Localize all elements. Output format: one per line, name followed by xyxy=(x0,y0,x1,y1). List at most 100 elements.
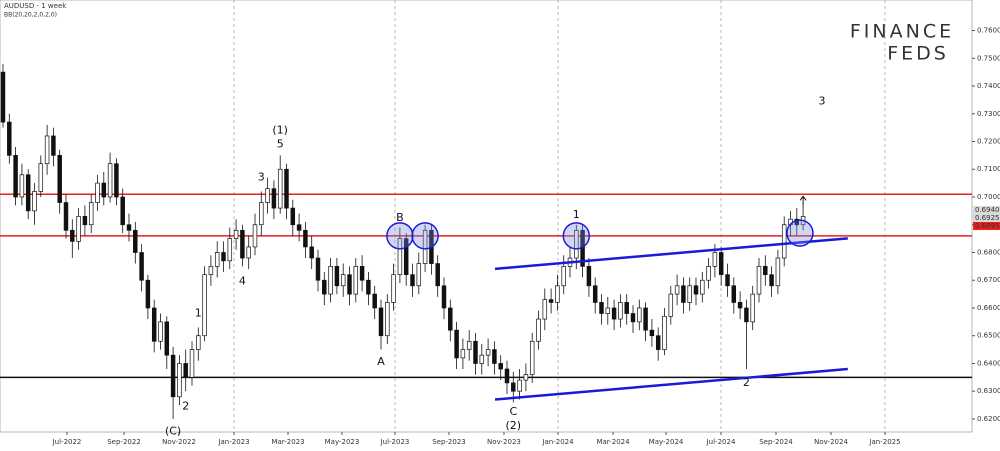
candle-body xyxy=(70,229,75,242)
wave-label: 4 xyxy=(239,275,246,288)
wave-label: 5 xyxy=(277,137,284,150)
candle-body xyxy=(170,354,176,398)
x-tick-label: Sep-2022 xyxy=(107,438,141,446)
candle-body xyxy=(655,335,661,350)
wave-label: 1 xyxy=(195,307,202,320)
target-arrow xyxy=(799,195,807,206)
wave-label: A xyxy=(377,355,385,368)
candle-body xyxy=(712,252,718,267)
candle-body xyxy=(737,302,743,309)
candle-body xyxy=(227,238,233,262)
candle-body xyxy=(504,368,510,384)
candle-body xyxy=(731,285,737,303)
candle-body xyxy=(643,307,648,331)
wave-label: 3 xyxy=(818,94,825,107)
x-tick-label: Sep-2024 xyxy=(759,438,793,446)
chart-title: AUDUSD - 1 week xyxy=(4,2,67,10)
x-tick-label: Nov-2022 xyxy=(162,438,196,446)
candle-body xyxy=(385,302,390,337)
candle-body xyxy=(296,224,302,231)
candle-body xyxy=(284,168,289,209)
candle-body xyxy=(555,285,560,303)
candle-body xyxy=(466,340,472,350)
candle-body xyxy=(511,382,516,392)
price-box xyxy=(973,206,1000,214)
candle-body xyxy=(334,266,340,287)
candle-body xyxy=(290,207,296,226)
candle-body xyxy=(529,340,535,375)
candle-body xyxy=(624,302,629,314)
candle-body xyxy=(605,307,611,314)
candle-body xyxy=(214,252,220,267)
price-box-label: 0.69408 xyxy=(975,206,1000,214)
candle-body xyxy=(183,363,188,378)
trendline xyxy=(494,237,848,271)
candle-body xyxy=(674,285,680,295)
candle-body xyxy=(693,285,699,295)
candle-body xyxy=(32,191,37,212)
candle-body xyxy=(107,163,113,198)
candle-body xyxy=(202,274,207,337)
candle-body xyxy=(592,285,598,303)
price-box-label: 0.68954 xyxy=(975,222,1000,230)
candle-body xyxy=(359,266,365,281)
candle-body xyxy=(454,329,459,359)
wave-label: 3 xyxy=(258,171,265,184)
candle-body xyxy=(164,321,170,356)
candle-body xyxy=(574,229,579,259)
candle-body xyxy=(315,257,321,281)
candle-body xyxy=(44,135,50,165)
candle-body xyxy=(441,285,447,309)
candle-body xyxy=(378,307,384,337)
wave-label: 1 xyxy=(573,208,580,221)
candle-body xyxy=(82,216,88,226)
candle-body xyxy=(0,71,6,123)
candle-body xyxy=(322,279,327,295)
candle-body xyxy=(208,266,214,276)
candle-body xyxy=(744,307,749,323)
candle-body xyxy=(618,302,623,320)
candle-body xyxy=(158,321,163,342)
candle-body xyxy=(7,121,12,156)
wave-label: 2 xyxy=(743,376,750,389)
x-tick-label: May-2024 xyxy=(649,438,684,446)
candle-body xyxy=(781,224,787,259)
candle-body xyxy=(265,188,270,203)
candle-body xyxy=(637,307,642,323)
candle-body xyxy=(340,274,346,287)
wave-label: C xyxy=(509,405,517,418)
candle-body xyxy=(151,307,157,342)
x-tick-label: Nov-2023 xyxy=(487,438,521,446)
candle-body xyxy=(240,229,245,259)
candle-body xyxy=(561,266,566,287)
candle-body xyxy=(114,163,119,198)
candle-body xyxy=(794,218,800,226)
wave-label: 2 xyxy=(182,399,189,412)
candle-body xyxy=(101,182,107,198)
candle-body xyxy=(38,163,44,192)
candle-body xyxy=(725,274,730,287)
candle-body xyxy=(662,315,667,350)
candle-body xyxy=(536,318,541,342)
candle-body xyxy=(303,229,308,248)
candle-body xyxy=(252,224,258,248)
candle-body xyxy=(347,274,352,295)
x-tick-label: Jan-2025 xyxy=(868,438,900,446)
candle-body xyxy=(189,349,195,378)
candle-body xyxy=(133,229,138,253)
candle-body xyxy=(410,274,415,287)
wave-label: (2) xyxy=(506,419,522,432)
candle-body xyxy=(126,224,132,231)
logo-bottom: FEDS xyxy=(887,43,949,65)
highlight-circle xyxy=(562,222,591,250)
candle-body xyxy=(271,188,277,209)
candle-body xyxy=(277,168,283,209)
wave-label: B xyxy=(396,211,404,224)
candle-body xyxy=(120,196,125,226)
candle-body xyxy=(769,274,774,287)
